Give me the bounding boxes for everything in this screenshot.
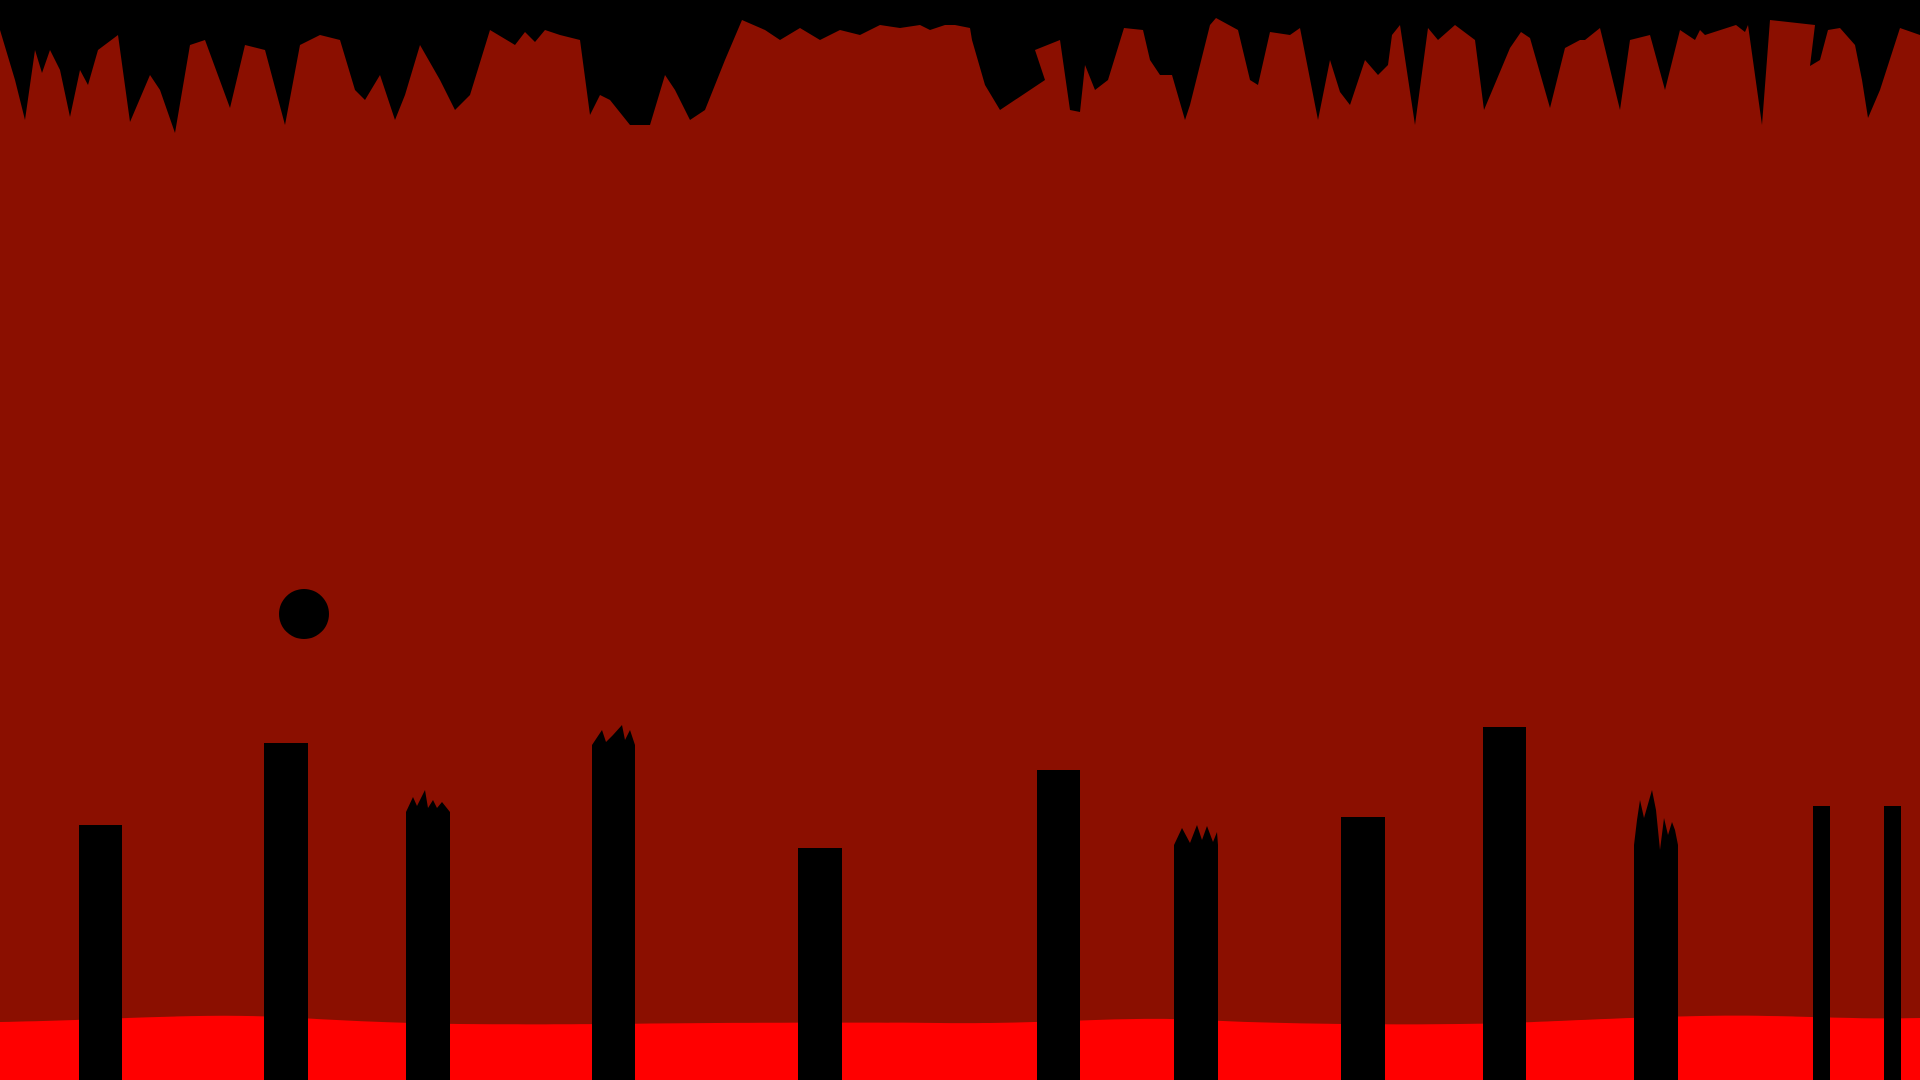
pillar-jagged	[406, 790, 450, 1080]
pillar	[1341, 817, 1385, 1080]
pillar-jagged	[592, 725, 635, 1080]
lava-pool	[0, 1015, 1920, 1080]
pillar-group	[79, 725, 1901, 1080]
pillar-jagged	[1634, 790, 1678, 1080]
pillar	[79, 825, 122, 1080]
pillar-jagged	[1174, 825, 1218, 1080]
pillar	[1037, 770, 1080, 1080]
pillar	[798, 848, 842, 1080]
player-ball	[279, 589, 329, 639]
pillar	[1884, 806, 1901, 1080]
pillar	[264, 743, 308, 1080]
pillar	[1483, 727, 1526, 1080]
ceiling-stalactites	[0, 0, 1920, 133]
pillar	[1813, 806, 1830, 1080]
